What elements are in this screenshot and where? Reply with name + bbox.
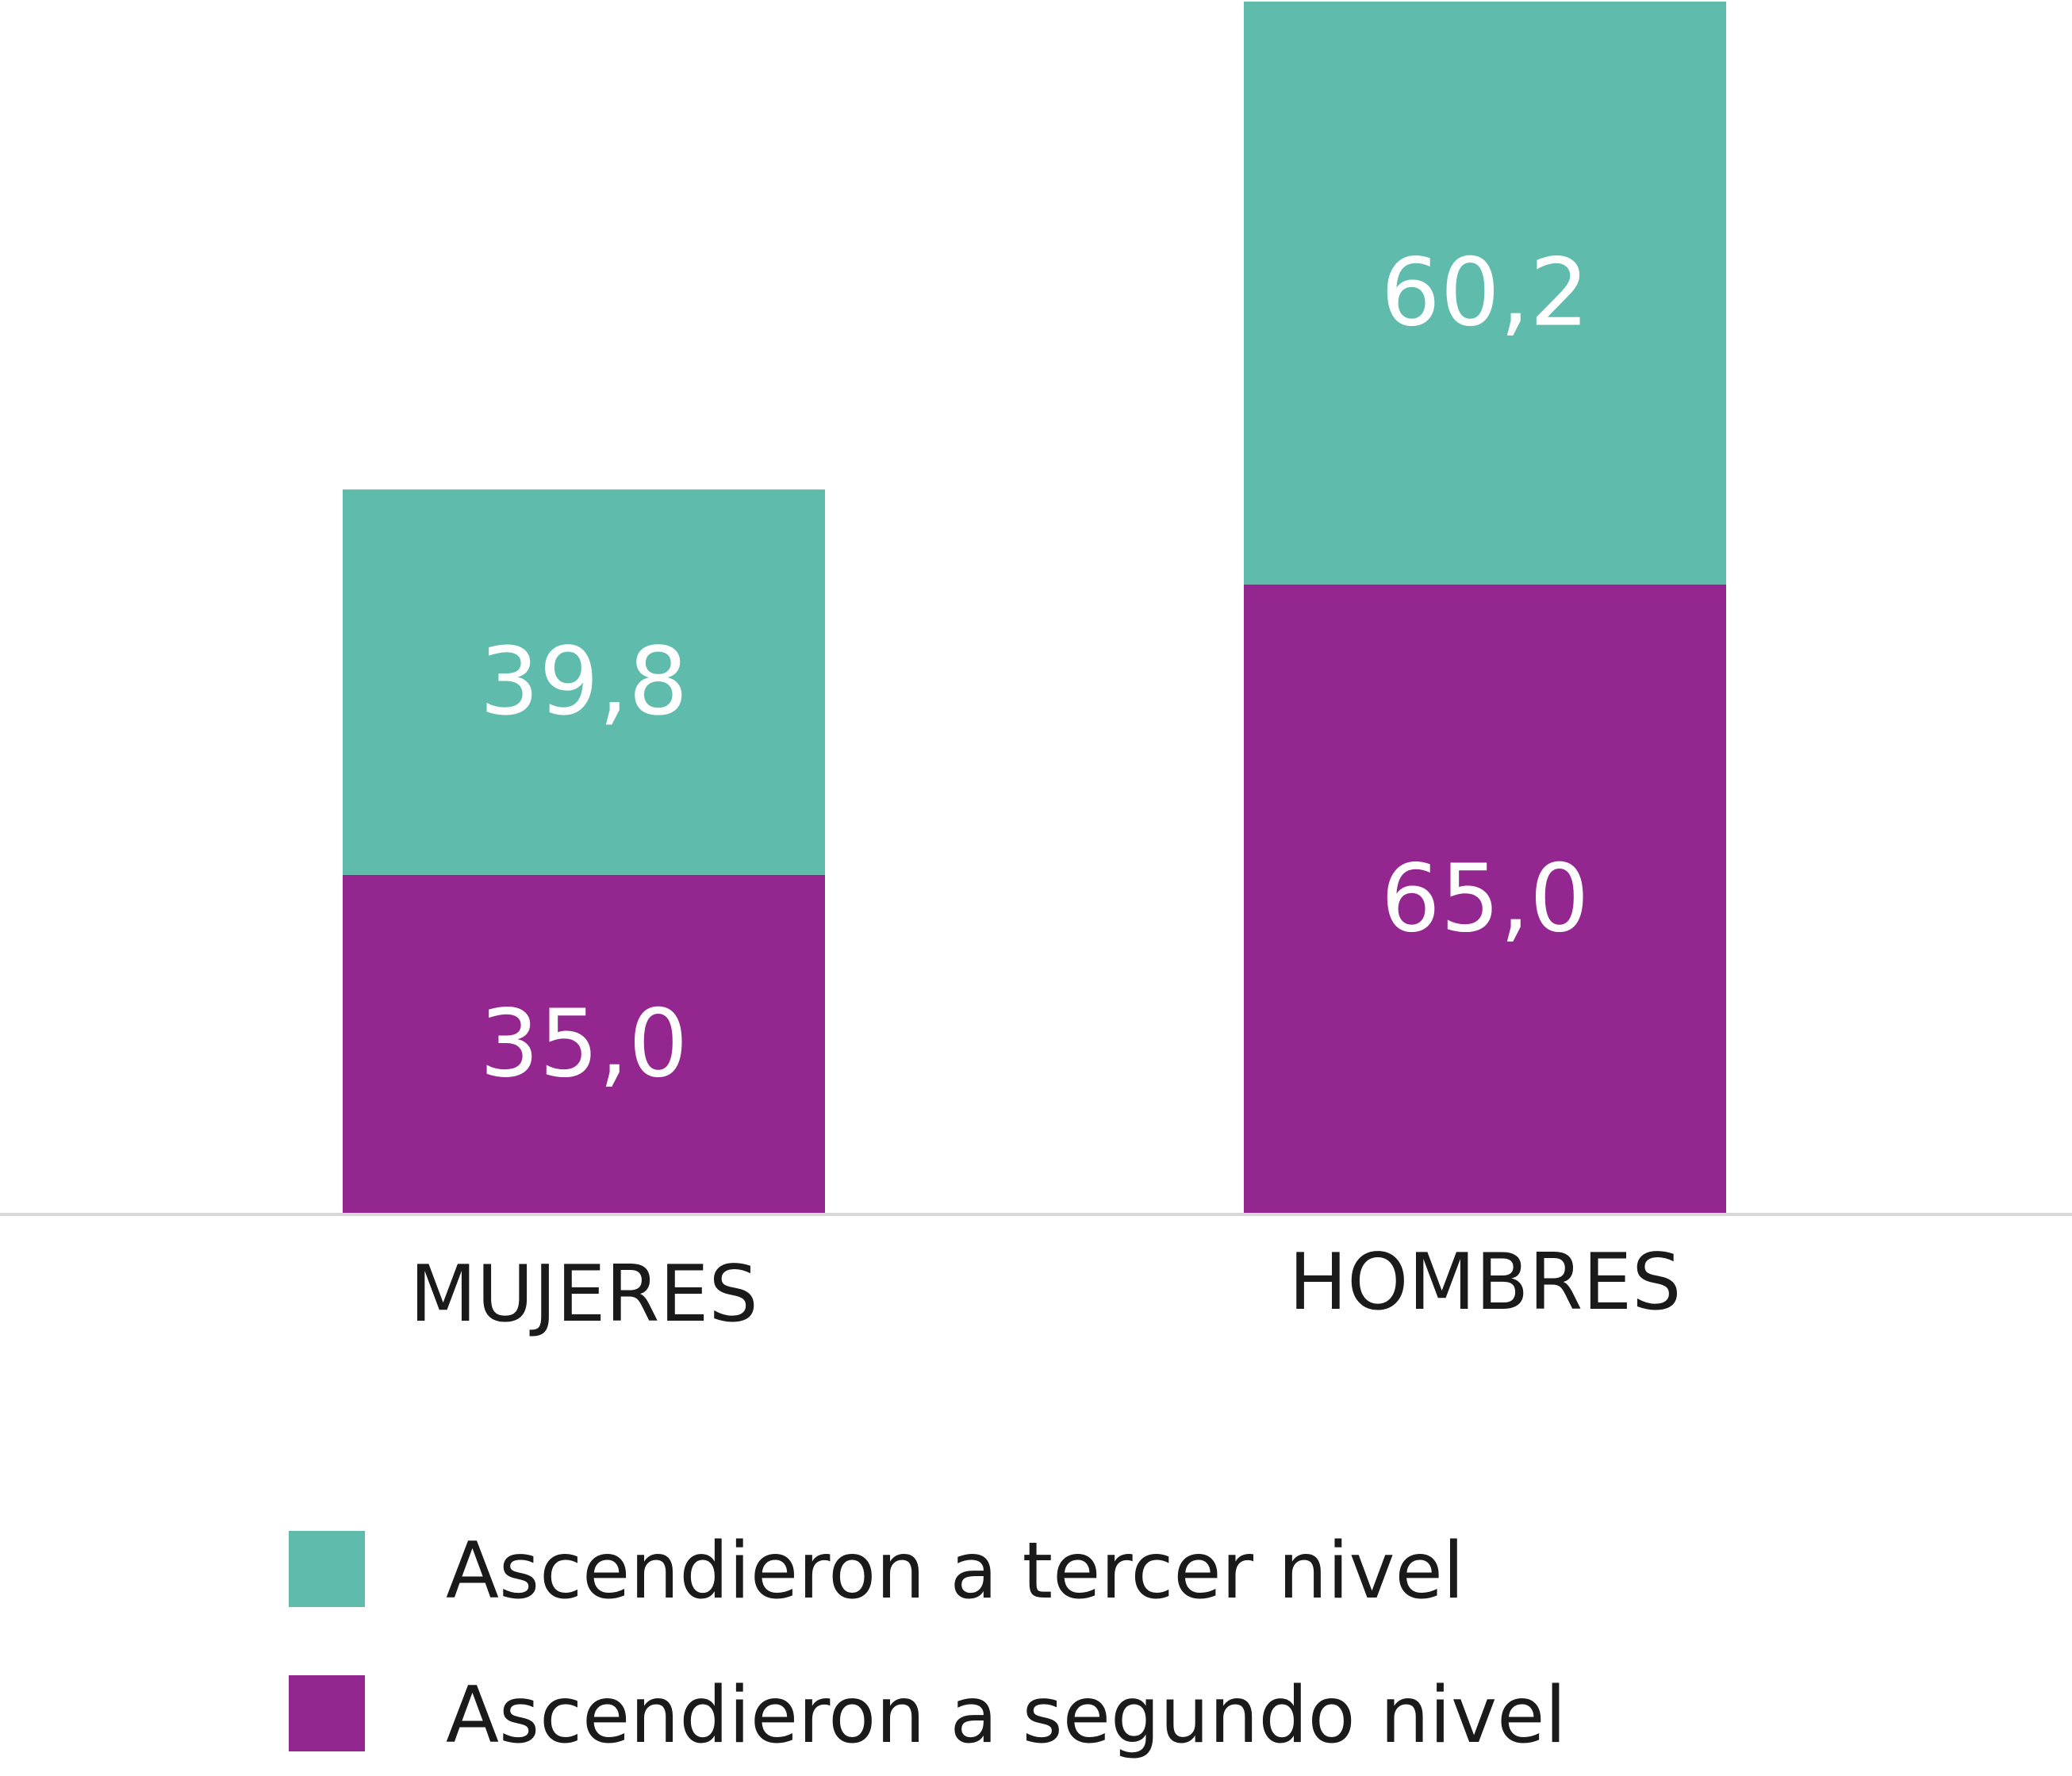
legend-swatch-2 [289, 1675, 365, 1751]
legend-swatch-1 [289, 1531, 365, 1607]
bar-segment-hombres-series-1 [1244, 584, 1726, 1214]
bars-layer [343, 2, 1726, 1214]
value-label-mujeres-series-2: 39,8 [480, 627, 689, 736]
bar-segment-mujeres-series-2 [343, 489, 825, 875]
legend-label-2: Ascendieron a segundo nivel [446, 1671, 1567, 1761]
value-label-hombres-series-1: 65,0 [1381, 843, 1590, 953]
category-labels-layer: MUJERES HOMBRES [409, 1237, 1681, 1340]
bar-segment-mujeres-series-1 [343, 874, 825, 1214]
legend-label-1: Ascendieron a tercer nivel [446, 1526, 1464, 1617]
category-label-mujeres: MUJERES [409, 1249, 758, 1340]
value-label-hombres-series-2: 60,2 [1381, 237, 1590, 347]
legend: Ascendieron a tercer nivel Ascendieron a … [289, 1526, 1567, 1761]
bar-segment-hombres-series-2 [1244, 2, 1726, 585]
category-label-hombres: HOMBRES [1289, 1237, 1682, 1328]
value-labels-layer: 35,0 39,8 65,0 60,2 [480, 237, 1590, 1098]
value-label-mujeres-series-1: 35,0 [480, 988, 689, 1098]
